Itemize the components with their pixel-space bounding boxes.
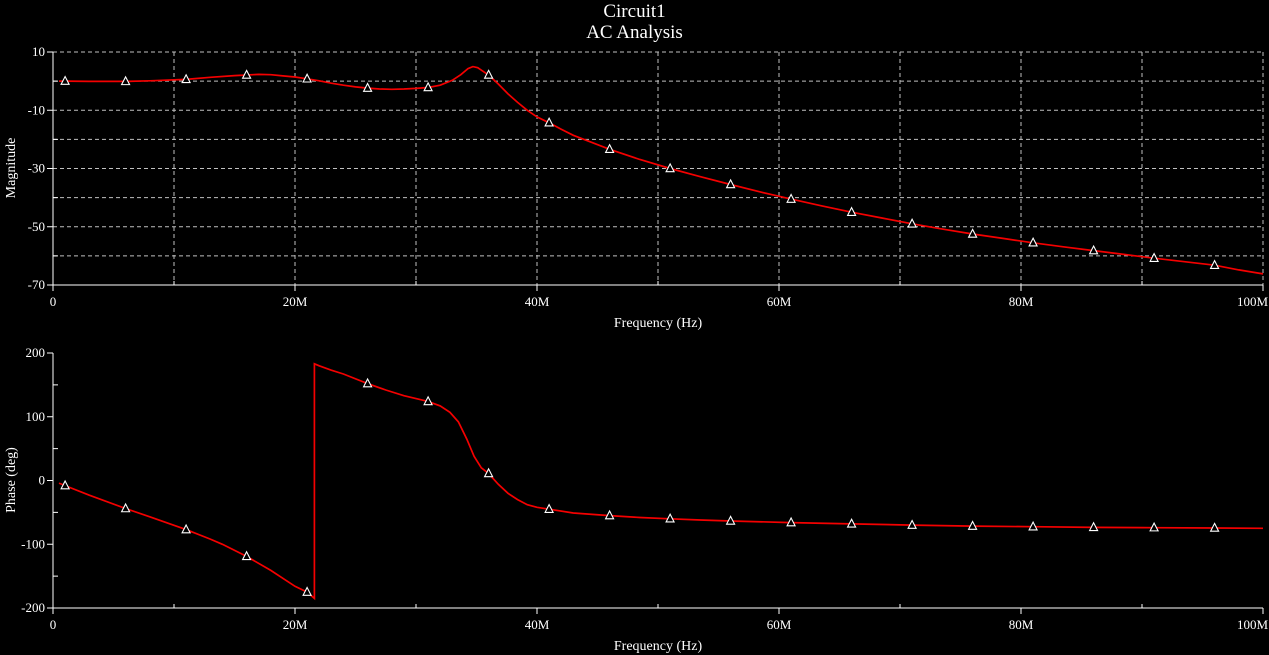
data-point-marker [907, 519, 918, 529]
data-point-marker [60, 479, 71, 490]
chart-title: Circuit1 [603, 1, 666, 22]
data-point-marker [181, 73, 192, 84]
x-tick-label: 40M [525, 617, 550, 632]
data-point-marker [1028, 520, 1039, 531]
x-tick-label: 100M [1237, 294, 1269, 309]
data-point-marker [181, 523, 192, 534]
frequency-axis-label-bottom: Frequency (Hz) [613, 639, 703, 654]
axis-frame [52, 353, 1263, 609]
x-tick-label: 0 [50, 294, 57, 309]
x-tick-label: 20M [283, 294, 308, 309]
x-tick-label: 60M [767, 294, 792, 309]
x-tick-label: 80M [1009, 617, 1034, 632]
data-point-marker [1088, 244, 1099, 255]
x-tick-label: 0 [50, 617, 57, 632]
data-point-marker [725, 515, 736, 525]
data-point-marker [665, 512, 676, 523]
data-point-marker [1209, 522, 1220, 532]
data-point-marker [967, 228, 978, 238]
data-point-marker [1149, 252, 1160, 262]
data-point-marker [1209, 259, 1220, 269]
y-tick-label: -200 [21, 600, 45, 615]
y-tick-label: -70 [28, 277, 45, 292]
data-point-marker [786, 516, 797, 527]
y-tick-label: -30 [28, 161, 45, 176]
x-tick-label: 20M [283, 617, 308, 632]
data-point-marker [846, 206, 857, 216]
data-point-marker [362, 377, 373, 388]
chart-subtitle: AC Analysis [586, 22, 683, 43]
y-tick-label: 0 [39, 473, 46, 488]
data-point-marker [544, 116, 555, 127]
ac-phase-trace [58, 362, 1264, 601]
y-tick-label: 100 [26, 409, 46, 424]
data-point-marker [120, 75, 131, 86]
y-tick-label: 200 [26, 345, 46, 360]
data-point-marker [241, 550, 252, 561]
data-point-marker [423, 81, 434, 92]
data-point-marker [1028, 236, 1039, 247]
magnitude-plot: 0 20M 40M 60M 80M 100M 10 -10 -30 -50 -70 [28, 44, 1269, 309]
y-tick-label: 10 [32, 44, 45, 59]
data-point-marker [483, 69, 494, 79]
data-point-marker [907, 218, 918, 228]
frequency-axis-label-top: Frequency (Hz) [613, 316, 703, 331]
data-point-marker [725, 178, 736, 189]
data-point-marker [1088, 521, 1099, 532]
data-point-marker [786, 193, 797, 203]
x-tick-label: 40M [525, 294, 550, 309]
data-point-marker [302, 72, 313, 83]
y-tick-label: -50 [28, 219, 45, 234]
data-point-marker [241, 69, 252, 79]
y-tick-label: -10 [28, 102, 45, 117]
data-point-marker [483, 467, 494, 478]
data-point-marker [60, 75, 71, 85]
data-point-marker [665, 162, 676, 173]
x-tick-label: 80M [1009, 294, 1034, 309]
data-point-marker [1149, 521, 1160, 532]
data-point-marker [544, 503, 555, 513]
ac-magnitude-trace [59, 65, 1264, 275]
data-point-marker [120, 502, 131, 513]
data-point-marker [967, 520, 978, 530]
x-tick-label: 100M [1237, 617, 1269, 632]
x-tick-label: 60M [767, 617, 792, 632]
y-tick-label: -100 [21, 536, 45, 551]
title-block: Circuit1 AC Analysis [0, 1, 1269, 43]
data-point-marker [604, 143, 615, 154]
data-point-marker [362, 82, 373, 92]
data-point-marker [846, 518, 857, 528]
data-point-marker [302, 586, 313, 596]
data-point-marker [423, 395, 434, 406]
data-point-marker [604, 509, 615, 520]
phase-plot: 0 20M 40M 60M 80M 100M 200 100 0 -100 -200 [21, 345, 1268, 632]
